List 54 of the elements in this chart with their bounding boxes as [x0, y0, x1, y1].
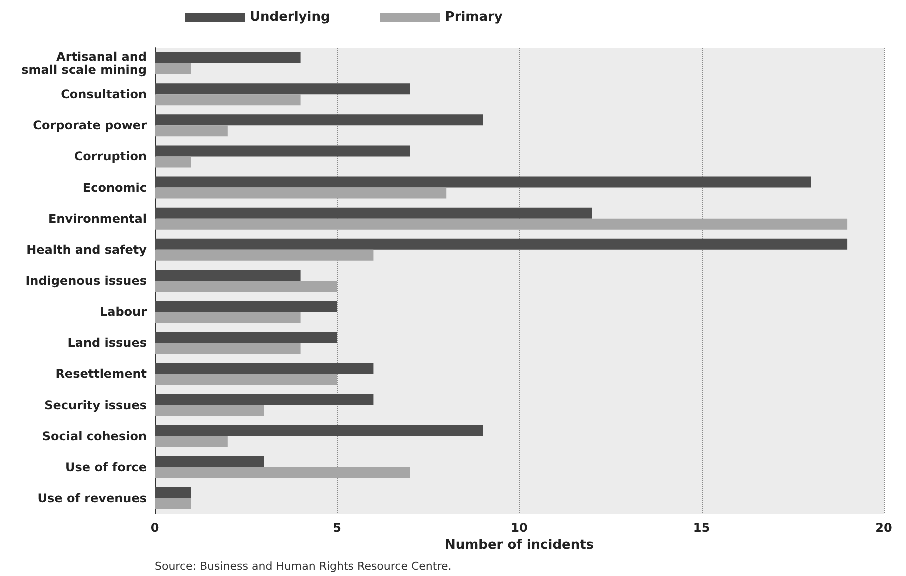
- legend-label: Underlying: [250, 10, 330, 25]
- bar: [155, 208, 592, 219]
- bar: [155, 52, 301, 64]
- bar: [155, 394, 374, 406]
- y-tick-label: Indigenous issues: [26, 274, 147, 288]
- bar: [155, 84, 410, 95]
- bar: [155, 312, 301, 324]
- bar: [155, 238, 848, 250]
- x-tick-label: 15: [693, 521, 710, 535]
- bar: [155, 456, 264, 468]
- y-tick-label: Health and safety: [26, 242, 148, 257]
- y-tick-label: Labour: [100, 305, 148, 320]
- x-tick-label: 10: [511, 521, 528, 535]
- y-tick-label: Security issues: [44, 398, 147, 412]
- bar: [155, 281, 338, 292]
- bar: [155, 436, 228, 448]
- bar: [155, 301, 338, 312]
- y-tick-label: Consultation: [61, 88, 147, 102]
- y-tick-label: Social cohesion: [42, 429, 147, 444]
- legend-label: Primary: [445, 10, 504, 25]
- y-tick-label: Resettlement: [56, 367, 148, 382]
- bar: [155, 176, 812, 188]
- y-tick-label: Corruption: [74, 150, 147, 164]
- bar: [155, 270, 301, 281]
- bar: [155, 188, 447, 199]
- y-tick-label: Environmental: [48, 212, 147, 226]
- bar: [155, 156, 192, 168]
- bar: [155, 405, 264, 416]
- y-tick-label: Use of force: [66, 460, 147, 474]
- bar: [155, 64, 192, 75]
- bar: [155, 374, 338, 386]
- bar: [155, 363, 374, 374]
- y-tick-label: Economic: [82, 180, 147, 195]
- bar: [155, 467, 410, 478]
- bar: [155, 94, 301, 106]
- bar: [155, 250, 374, 261]
- source-note: Source: Business and Human Rights Resource Centre.: [155, 560, 452, 573]
- bar: [155, 146, 410, 157]
- bar: [155, 126, 228, 137]
- y-tick-label: Corporate power: [33, 118, 148, 133]
- bar: [155, 425, 484, 436]
- bar: [155, 487, 192, 498]
- x-tick-label: 0: [150, 521, 160, 535]
- y-tick-label: Artisanal and small scale mining: [22, 50, 147, 78]
- x-axis-title: Number of incidents: [444, 538, 594, 553]
- x-tick-label: 5: [333, 521, 342, 535]
- bar: [155, 343, 301, 354]
- bar: [155, 332, 338, 344]
- bar: [155, 114, 484, 126]
- x-tick-label: 20: [876, 521, 892, 535]
- y-tick-label: Use of revenues: [38, 491, 147, 506]
- bar: [155, 218, 848, 230]
- y-tick-label: Land issues: [68, 336, 147, 350]
- bar: [155, 498, 192, 510]
